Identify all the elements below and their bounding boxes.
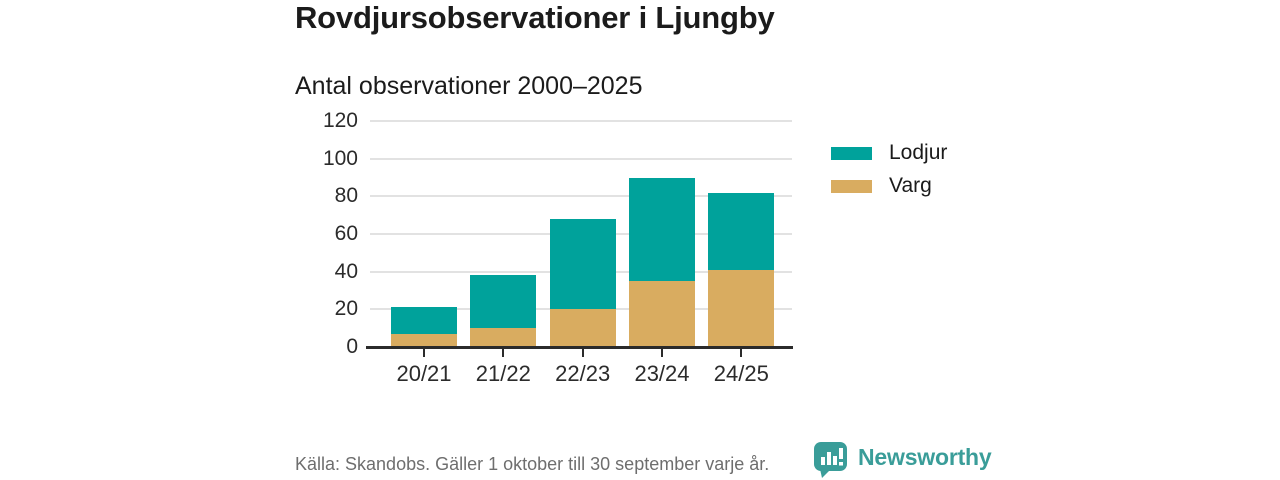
x-tick xyxy=(581,349,584,357)
x-tick-label: 22/23 xyxy=(555,361,611,386)
bar-20-21-lodjur xyxy=(391,307,457,334)
y-tick-label: 80 xyxy=(334,184,358,208)
legend-swatch-lodjur xyxy=(831,146,872,160)
bar-20-21-varg xyxy=(391,333,457,347)
y-tick-label: 120 xyxy=(322,109,358,132)
gridline-y-80 xyxy=(370,195,792,198)
y-tick-label: 60 xyxy=(334,222,358,245)
bar-24-25-lodjur xyxy=(708,192,775,270)
x-tick-label: 20/21 xyxy=(396,361,452,386)
y-tick-label: 20 xyxy=(334,297,358,321)
legend-item-lodjur: Lodjur xyxy=(831,141,947,165)
newsworthy-wordmark: Newsworthy xyxy=(858,444,992,470)
x-tick xyxy=(740,349,743,357)
bar-24-25-varg xyxy=(708,269,775,347)
bar-22-23-lodjur xyxy=(549,218,616,310)
legend: Lodjur Varg xyxy=(831,141,947,207)
newsworthy-brand: Newsworthy xyxy=(813,442,992,478)
gridline-y-100 xyxy=(370,157,792,160)
chart-title: Rovdjursobservationer i Ljungby xyxy=(295,0,775,35)
bar-21-22-varg xyxy=(470,328,537,347)
gridline-y-120 xyxy=(370,120,792,122)
x-tick xyxy=(660,349,663,357)
source-note: Källa: Skandobs. Gäller 1 oktober till 3… xyxy=(295,454,770,474)
bar-23-24-lodjur xyxy=(628,177,695,282)
bar-21-22-lodjur xyxy=(470,275,537,329)
x-tick-label: 24/25 xyxy=(713,361,769,386)
newsworthy-logo-icon xyxy=(814,442,847,478)
y-tick-label: 40 xyxy=(334,259,358,283)
plot-area: 20/21 21/22 22/23 23/24 24/25 xyxy=(366,120,793,386)
bar-22-23-varg xyxy=(549,309,616,347)
x-tick-label: 23/24 xyxy=(634,361,690,386)
x-tick xyxy=(423,349,425,357)
legend-swatch-varg xyxy=(831,179,872,193)
bar-23-24-varg xyxy=(628,281,695,347)
x-tick-label: 21/22 xyxy=(475,361,531,386)
y-axis-labels: 0 20 40 60 80 100 120 xyxy=(280,109,358,358)
y-tick-label: 0 xyxy=(346,335,358,358)
legend-label: Varg xyxy=(889,174,932,197)
x-tick xyxy=(502,349,505,357)
legend-label: Lodjur xyxy=(889,141,948,164)
chart-subtitle: Antal observationer 2000–2025 xyxy=(295,72,643,100)
y-tick-label: 100 xyxy=(322,146,358,170)
x-axis-line xyxy=(366,346,793,349)
legend-item-varg: Varg xyxy=(831,174,947,198)
